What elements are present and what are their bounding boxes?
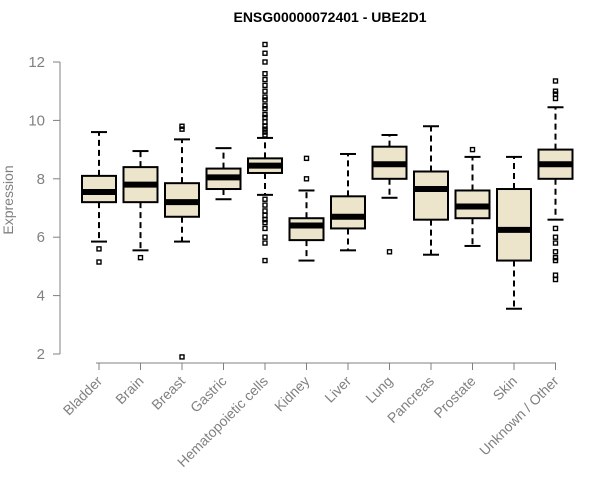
- outlier-point: [552, 240, 559, 246]
- outlier-point: [303, 155, 310, 162]
- y-tick-label: 8: [37, 171, 45, 188]
- outlier-point: [262, 225, 268, 232]
- box-group: [205, 147, 242, 201]
- outlier-point: [262, 97, 268, 103]
- x-tick-label: Prostate: [430, 373, 478, 421]
- outlier-point: [552, 276, 559, 283]
- box-group: [537, 78, 574, 283]
- box-iqr: [496, 188, 532, 262]
- y-tick-label: 4: [37, 288, 45, 305]
- outlier-point: [262, 132, 268, 138]
- outlier-point: [552, 95, 559, 102]
- outlier-point: [386, 249, 393, 255]
- box-group: [413, 125, 449, 256]
- outlier-point: [262, 257, 268, 264]
- outlier-point: [552, 225, 559, 232]
- box-group: [247, 41, 283, 264]
- x-tick-label: Liver: [321, 373, 354, 406]
- outlier-point: [262, 126, 268, 132]
- outlier-point: [303, 176, 310, 182]
- outlier-point: [262, 208, 268, 214]
- outlier-point: [262, 240, 268, 246]
- x-tick-label: Skin: [490, 373, 521, 404]
- outlier-point: [262, 88, 268, 94]
- outlier-point: [179, 354, 185, 360]
- box-group: [81, 131, 117, 265]
- outlier-point: [552, 249, 559, 255]
- outlier-point: [262, 234, 268, 240]
- box-group: [371, 134, 408, 255]
- box-iqr: [413, 170, 449, 221]
- box-iqr: [330, 195, 366, 230]
- y-axis-ticks: 2 4 6 8 10 12: [28, 54, 60, 363]
- outlier-point: [262, 106, 268, 112]
- outlier-point: [552, 78, 559, 84]
- x-tick-label: Lung: [362, 373, 395, 406]
- x-tick-label: Kidney: [271, 373, 313, 415]
- box-group: [288, 155, 325, 262]
- box-series: [81, 41, 574, 360]
- outlier-point: [179, 126, 185, 132]
- outlier-point: [552, 257, 559, 264]
- chart-title: ENSG00000072401 - UBE2D1: [233, 9, 426, 25]
- outlier-point: [262, 82, 268, 89]
- outlier-point: [262, 94, 268, 100]
- y-tick-label: 10: [28, 112, 45, 129]
- outlier-point: [262, 70, 268, 77]
- outlier-point: [262, 50, 268, 56]
- outlier-point: [179, 123, 185, 129]
- outlier-point: [262, 216, 268, 223]
- outlier-point: [262, 111, 268, 118]
- outlier-point: [262, 59, 268, 65]
- x-tick-label: Breast: [148, 373, 188, 413]
- outlier-point: [262, 212, 268, 219]
- outlier-point: [262, 129, 268, 135]
- outlier-point: [137, 254, 144, 261]
- outlier-point: [262, 114, 268, 121]
- box-group: [454, 146, 491, 247]
- outlier-point: [262, 219, 268, 226]
- box-group: [330, 152, 366, 252]
- outlier-point: [262, 123, 268, 129]
- outlier-point: [469, 146, 476, 153]
- y-axis-label: Expression: [0, 165, 16, 234]
- outlier-point: [552, 91, 559, 97]
- outlier-point: [262, 196, 268, 202]
- outlier-point: [552, 254, 559, 261]
- y-tick-label: 2: [37, 346, 45, 363]
- outlier-point: [262, 202, 268, 208]
- box-iqr: [288, 217, 325, 242]
- box-group: [164, 123, 200, 360]
- outlier-point: [262, 103, 268, 109]
- y-tick-label: 12: [28, 54, 45, 71]
- outlier-point: [552, 272, 559, 278]
- y-tick-label: 6: [37, 229, 45, 246]
- outlier-point: [96, 259, 102, 265]
- outlier-point: [552, 234, 559, 240]
- box-group: [122, 150, 159, 261]
- outlier-point: [552, 88, 559, 94]
- outlier-point: [262, 76, 268, 83]
- outlier-point: [262, 41, 268, 48]
- x-tick-label: Unknown / Other: [476, 373, 562, 459]
- outlier-point: [262, 119, 268, 125]
- x-tick-label: Bladder: [60, 373, 106, 419]
- outlier-point: [96, 246, 102, 252]
- x-tick-label: Brain: [112, 373, 146, 407]
- box-group: [496, 155, 532, 310]
